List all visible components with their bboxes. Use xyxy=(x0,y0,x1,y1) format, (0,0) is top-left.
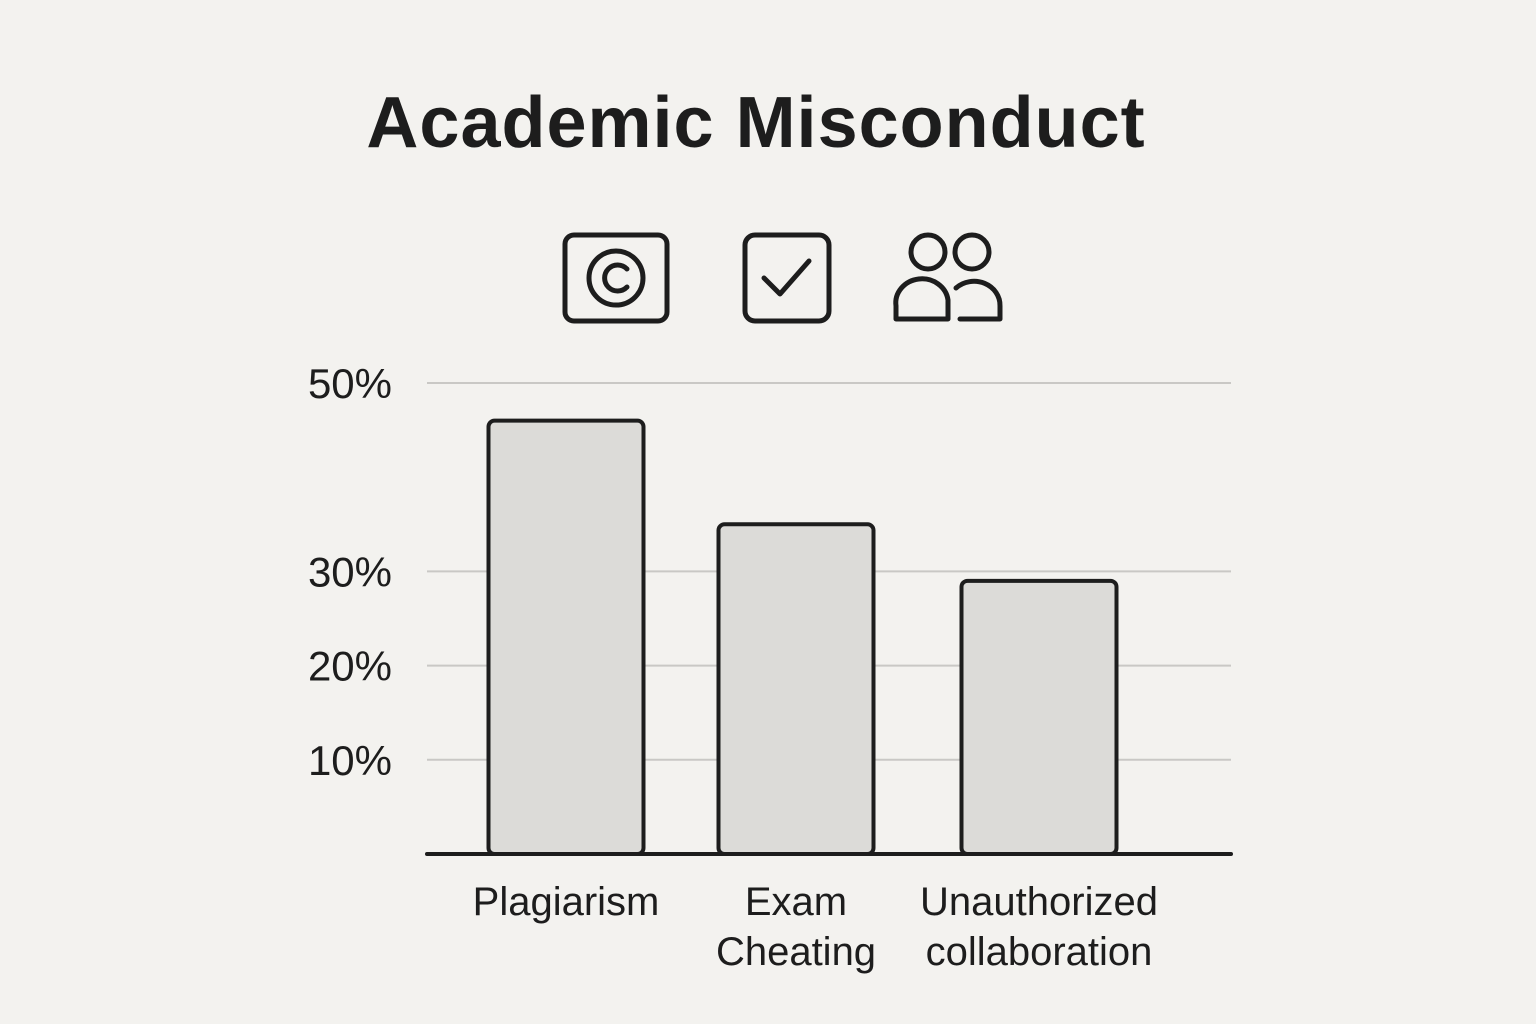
x-category-label: Exam xyxy=(745,880,847,924)
chart-title: Academic Misconduct xyxy=(366,83,1146,163)
copyright-icon xyxy=(562,232,670,324)
y-tick-label: 10% xyxy=(308,737,392,784)
x-category-label: Cheating xyxy=(716,930,876,974)
checkbox-icon xyxy=(742,232,832,324)
x-category-label: collaboration xyxy=(926,930,1153,974)
y-tick-label: 20% xyxy=(308,643,392,690)
bar xyxy=(716,522,876,856)
bar xyxy=(486,418,646,856)
bar xyxy=(959,578,1119,856)
y-tick-label: 50% xyxy=(308,360,392,407)
users-icon xyxy=(893,232,1003,322)
y-tick-label: 30% xyxy=(308,548,392,595)
x-category-label: Plagiarism xyxy=(473,880,660,924)
x-category-label: Unauthorized xyxy=(920,880,1158,924)
